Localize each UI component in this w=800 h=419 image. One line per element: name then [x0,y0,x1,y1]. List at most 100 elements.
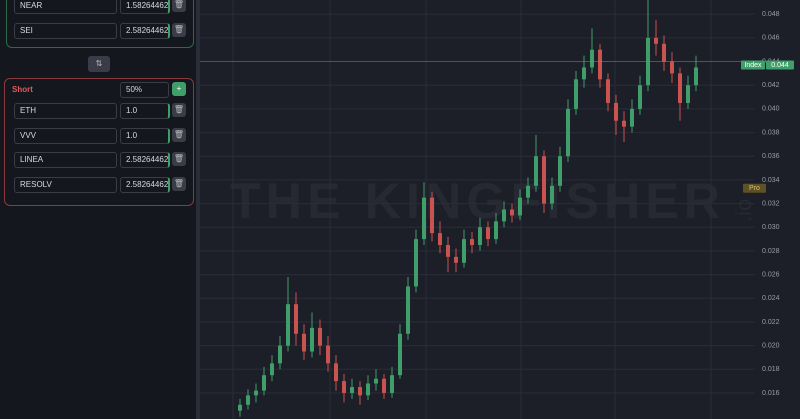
candle-body [350,387,354,393]
candle-body [406,286,410,334]
candle-body [326,345,330,364]
delete-button[interactable]: 🗑 [172,23,186,37]
short-label: Short [12,85,33,94]
y-tick-label: 0.016 [762,390,780,397]
candle-body [430,197,434,234]
candle-body [398,333,402,376]
candle-body [486,227,490,240]
candle-body [654,37,658,44]
asset-input[interactable]: LINEA [14,152,117,168]
watermark: THE KINGFISHER [230,173,720,229]
y-tick-label: 0.024 [762,295,780,302]
candle-body [374,378,378,384]
candle-body [502,209,506,222]
candle-body [686,85,690,103]
candle-body [638,85,642,109]
y-tick-label: 0.038 [762,129,780,136]
y-tick-label: 0.048 [762,11,780,18]
candle-body [670,61,674,74]
amount-input[interactable]: 2.582644628 [120,177,170,193]
index-value-label: 0.044 [771,62,789,69]
candle-body [422,197,426,240]
short-panel [4,78,194,206]
candle-body [254,390,258,396]
delete-button[interactable]: 🗑 [172,0,186,12]
candle-body [606,79,610,103]
y-tick-label: 0.030 [762,224,780,231]
candle-body [462,239,466,263]
candle-body [478,227,482,246]
y-tick-label: 0.046 [762,35,780,42]
asset-input[interactable]: ETH [14,103,117,119]
asset-input[interactable]: VVV [14,128,117,144]
candle-body [382,378,386,393]
divider [196,0,200,419]
candle-body [358,387,362,396]
candle-body [318,327,322,346]
amount-input[interactable]: 1.0 [120,128,170,144]
candle-body [510,209,514,216]
candle-body [550,185,554,204]
candle-body [342,381,346,393]
y-tick-label: 0.034 [762,177,780,184]
chart: THE KINGFISHER .io 0.016 0.018 0.020 0.022 0… [200,0,800,419]
add-button[interactable]: + [172,82,186,96]
delete-button[interactable]: 🗑 [172,103,186,117]
index-tag-label: Index [744,62,762,69]
candle-body [262,375,266,391]
candle-body [438,233,442,246]
pro-tag-label: Pro [749,185,760,192]
candle-body [694,67,698,86]
candle-body [582,67,586,80]
delete-button[interactable]: 🗑 [172,128,186,142]
amount-input[interactable]: 1.582644628 [120,0,170,14]
candle-body [574,79,578,109]
chart-background [200,0,800,419]
candle-body [366,383,370,396]
amount-input[interactable]: 1.0 [120,103,170,119]
candle-body [534,156,538,186]
amount-input[interactable]: 2.582644628 [120,23,170,39]
asset-input[interactable]: NEAR [14,0,117,14]
candle-body [294,304,298,334]
candle-body [310,327,314,352]
sidebar: NEAR 1.582644628 🗑 SEI 2.582644628 🗑 ⇅ S… [0,0,196,419]
asset-input[interactable]: SEI [14,23,117,39]
candle-body [630,108,634,127]
candle-body [470,239,474,246]
candle-body [246,395,250,405]
candle-body [678,73,682,103]
amount-input[interactable]: 2.582644628 [120,152,170,168]
candle-body [286,304,290,346]
candle-body [446,245,450,257]
y-tick-label: 0.042 [762,82,780,89]
candle-body [518,197,522,216]
percent-input[interactable]: 50% [120,82,169,98]
candle-body [614,102,618,121]
y-tick-label: 0.036 [762,153,780,160]
candle-body [454,256,458,263]
swap-button[interactable]: ⇅ [88,56,110,72]
asset-input[interactable]: RESOLV [14,177,117,193]
candle-body [414,239,418,287]
candle-body [590,49,594,68]
candle-body [278,345,282,364]
candle-body [662,43,666,62]
delete-button[interactable]: 🗑 [172,177,186,191]
delete-button[interactable]: 🗑 [172,152,186,166]
candle-body [494,221,498,240]
long-panel [6,0,194,48]
candle-body [622,120,626,127]
candle-body [598,49,602,80]
candle-body [270,363,274,376]
candle-body [334,363,338,382]
index-value-tag [766,60,794,70]
candle-body [566,108,570,157]
y-tick-label: 0.022 [762,319,780,326]
candle-body [526,185,530,198]
candle-body [542,156,546,204]
index-tag [741,60,765,70]
candle-body [558,156,562,186]
candle-body [390,375,394,393]
